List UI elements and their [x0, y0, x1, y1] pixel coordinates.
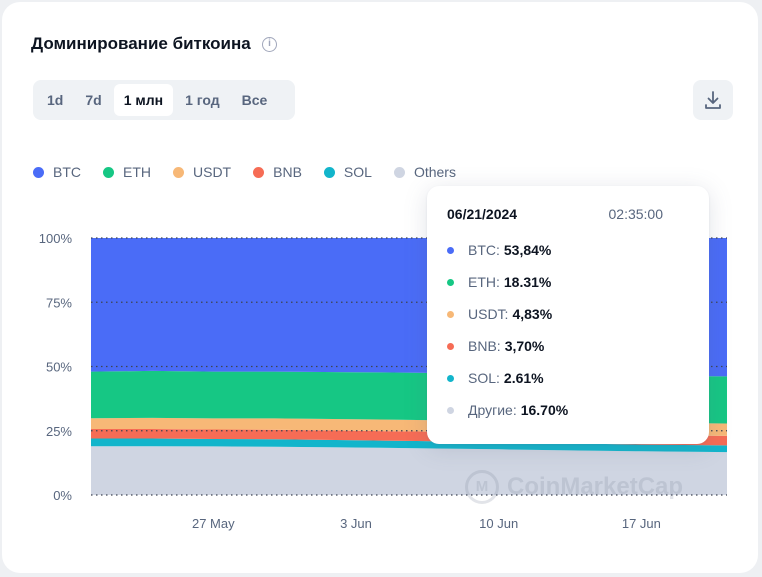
- watermark: M CoinMarketCap: [465, 470, 683, 504]
- tooltip-dot: [447, 246, 454, 254]
- y-tick-label: 50%: [46, 360, 72, 375]
- tooltip-value: 4,83%: [512, 306, 553, 322]
- area-others[interactable]: [91, 446, 727, 495]
- tooltip-row-usdt: USDT: 4,83%: [447, 306, 552, 322]
- legend-item-eth[interactable]: ETH: [103, 164, 151, 180]
- y-tick-label: 100%: [39, 231, 73, 246]
- page-title: Доминирование биткоина: [31, 34, 251, 53]
- watermark-text: CoinMarketCap: [507, 473, 684, 500]
- legend-dot: [173, 166, 184, 178]
- chart-tooltip: 06/21/2024 02:35:00 BTC: 53,84% ETH: 18.…: [427, 186, 709, 444]
- x-tick-label: 10 Jun: [479, 516, 518, 531]
- y-tick-label: 75%: [46, 295, 72, 310]
- tooltip-row-others: Другие: 16.70%: [447, 402, 568, 418]
- legend-item-bnb[interactable]: BNB: [253, 164, 302, 180]
- tooltip-dot: [447, 342, 454, 350]
- legend-item-usdt[interactable]: USDT: [173, 164, 231, 180]
- tooltip-row-eth: ETH: 18.31%: [447, 274, 551, 290]
- tab-all[interactable]: Все: [241, 92, 268, 108]
- legend-label: ETH: [123, 164, 151, 180]
- legend-dot: [253, 166, 265, 178]
- tooltip-dot: [447, 374, 454, 382]
- download-icon: [705, 91, 721, 109]
- tooltip-row-btc: BTC: 53,84%: [447, 242, 551, 258]
- tab-1-month[interactable]: 1 млн: [113, 84, 174, 116]
- tab-1-year[interactable]: 1 год: [185, 92, 220, 108]
- legend-label: BNB: [273, 164, 302, 180]
- x-tick-label: 17 Jun: [622, 516, 661, 531]
- tooltip-label: SOL:: [468, 370, 500, 386]
- tooltip-label: BTC:: [468, 242, 500, 258]
- download-button[interactable]: [693, 80, 733, 120]
- time-range-tabs: 1d 7d 1 млн 1 год Все: [33, 80, 295, 120]
- tooltip-label: ETH:: [468, 274, 500, 290]
- tab-7d[interactable]: 7d: [85, 92, 102, 108]
- legend-item-others[interactable]: Others: [393, 164, 456, 180]
- x-tick-label: 27 May: [192, 516, 235, 531]
- y-tick-label: 0%: [53, 488, 72, 503]
- legend-label: SOL: [343, 164, 372, 180]
- tooltip-value: 18.31%: [503, 274, 552, 290]
- legend-item-sol[interactable]: SOL: [323, 164, 372, 180]
- tooltip-value: 53,84%: [503, 242, 552, 258]
- info-icon[interactable]: i: [262, 37, 277, 52]
- tooltip-value: 16.70%: [520, 402, 569, 418]
- tooltip-dot: [447, 406, 454, 414]
- tooltip-row-sol: SOL: 2.61%: [447, 370, 544, 386]
- tooltip-label: Другие:: [468, 402, 517, 418]
- legend-dot: [103, 166, 114, 178]
- tooltip-dot: [447, 310, 454, 318]
- x-tick-label: 3 Jun: [340, 516, 372, 531]
- tab-1d[interactable]: 1d: [47, 92, 64, 108]
- tooltip-value: 3,70%: [504, 338, 545, 354]
- legend-dot: [323, 166, 335, 178]
- chart-legend: BTC ETH USDT BNB SOL Others: [33, 164, 456, 180]
- tooltip-dot: [447, 278, 454, 286]
- legend-label: USDT: [193, 164, 232, 180]
- tooltip-date: 06/21/2024: [447, 206, 518, 222]
- tooltip-row-bnb: BNB: 3,70%: [447, 338, 544, 354]
- legend-label: BTC: [53, 164, 81, 180]
- y-tick-label: 25%: [46, 424, 72, 439]
- tooltip-value: 2.61%: [503, 370, 544, 386]
- legend-label: Others: [413, 164, 456, 180]
- tooltip-time: 02:35:00: [608, 206, 664, 222]
- legend-dot: [393, 166, 405, 178]
- tooltip-label: BNB:: [468, 338, 501, 354]
- area-sol[interactable]: [91, 438, 727, 453]
- coinmarketcap-logo-icon: M: [465, 470, 499, 504]
- tooltip-label: USDT:: [468, 306, 509, 322]
- legend-item-btc[interactable]: BTC: [33, 164, 81, 180]
- legend-dot: [33, 166, 44, 178]
